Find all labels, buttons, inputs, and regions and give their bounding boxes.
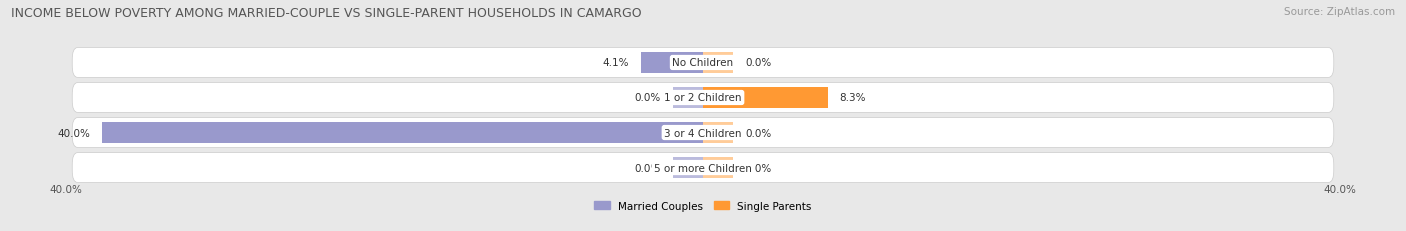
Text: 0.0%: 0.0% xyxy=(745,58,772,68)
Text: 1 or 2 Children: 1 or 2 Children xyxy=(664,93,742,103)
FancyBboxPatch shape xyxy=(72,48,1334,78)
Text: 5 or more Children: 5 or more Children xyxy=(654,163,752,173)
Legend: Married Couples, Single Parents: Married Couples, Single Parents xyxy=(595,201,811,211)
Text: 4.1%: 4.1% xyxy=(603,58,630,68)
Text: 0.0%: 0.0% xyxy=(745,128,772,138)
Text: 3 or 4 Children: 3 or 4 Children xyxy=(664,128,742,138)
FancyBboxPatch shape xyxy=(72,83,1334,113)
Bar xyxy=(673,87,703,109)
Text: 0.0%: 0.0% xyxy=(745,163,772,173)
Bar xyxy=(703,122,733,144)
Bar xyxy=(103,122,703,144)
Text: Source: ZipAtlas.com: Source: ZipAtlas.com xyxy=(1284,7,1395,17)
Text: 0.0%: 0.0% xyxy=(634,93,661,103)
Text: INCOME BELOW POVERTY AMONG MARRIED-COUPLE VS SINGLE-PARENT HOUSEHOLDS IN CAMARGO: INCOME BELOW POVERTY AMONG MARRIED-COUPL… xyxy=(11,7,643,20)
Bar xyxy=(641,52,703,74)
Bar xyxy=(673,157,703,179)
Bar xyxy=(703,52,733,74)
Text: 0.0%: 0.0% xyxy=(634,163,661,173)
Text: 40.0%: 40.0% xyxy=(1323,184,1357,194)
Text: 8.3%: 8.3% xyxy=(839,93,866,103)
Text: 40.0%: 40.0% xyxy=(58,128,90,138)
FancyBboxPatch shape xyxy=(72,153,1334,183)
Text: 40.0%: 40.0% xyxy=(49,184,83,194)
Bar xyxy=(703,157,733,179)
Text: No Children: No Children xyxy=(672,58,734,68)
FancyBboxPatch shape xyxy=(72,118,1334,148)
Bar xyxy=(703,87,828,109)
